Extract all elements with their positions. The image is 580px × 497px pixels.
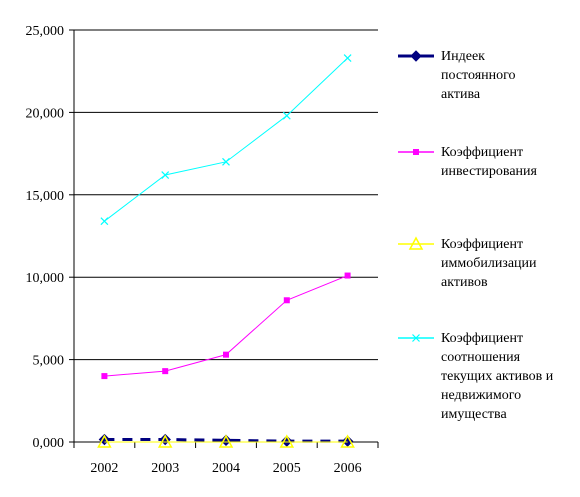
data-point (343, 54, 352, 62)
legend-label: Коэффициент (441, 145, 523, 160)
y-tick-label: 0,000 (33, 436, 65, 451)
data-point (218, 434, 234, 448)
axes: 0,000 5,000 10,000 15,000 20,000 25,000 2002 20… (26, 24, 379, 476)
y-tick-label: 10,000 (26, 271, 65, 286)
y-tick-label: 5,000 (33, 354, 65, 369)
marker-stroke (161, 171, 170, 179)
marker-stroke (343, 54, 352, 62)
legend-label: иммобилизации (441, 256, 537, 271)
marker-stroke (100, 217, 109, 226)
series-lines (97, 54, 355, 448)
legend-label: текущих активов и (441, 369, 554, 384)
legend-label: активов (441, 275, 488, 290)
legend-item-2: Коэффициент инвестирования (398, 145, 538, 179)
legend-symbol-marker (410, 50, 422, 62)
legend-symbol-marker (408, 236, 424, 250)
data-point (223, 351, 229, 358)
data-point (341, 435, 354, 447)
data-point (283, 297, 290, 304)
series-4 (100, 54, 352, 226)
legend-item-1: Индеек постоянного актива (398, 49, 516, 102)
y-tick-label: 20,000 (26, 106, 65, 121)
data-point (100, 217, 109, 226)
y-tick-label: 15,000 (26, 189, 65, 204)
legend: Индеек постоянного актива Коэффициент инвест… (398, 49, 554, 422)
legend-item-4: Коэффициент соотношения текущих активов и н… (398, 331, 554, 422)
data-point (279, 434, 295, 448)
x-tick-label: 2005 (273, 461, 301, 476)
legend-label: недвижимого (441, 388, 521, 403)
marker-stroke (282, 111, 291, 120)
data-point (344, 272, 351, 279)
data-point (162, 368, 169, 375)
data-point (97, 434, 112, 448)
data-point (282, 111, 291, 120)
data-point (161, 171, 170, 179)
legend-label: инвестирования (441, 164, 538, 179)
series-line (104, 57, 348, 222)
x-tick-label: 2003 (151, 461, 179, 476)
legend-label: соотношения (441, 350, 521, 365)
x-tick-label: 2004 (212, 461, 240, 476)
grid-lines (74, 29, 378, 361)
marker-stroke (222, 157, 230, 166)
x-tick-label: 2006 (334, 461, 362, 476)
series-1 (98, 433, 354, 447)
y-tick-label: 25,000 (26, 24, 65, 39)
legend-label: имущества (441, 407, 507, 422)
data-point (220, 434, 232, 447)
legend-label: постоянного (441, 68, 516, 83)
series-2 (101, 272, 351, 380)
x-tick-label: 2002 (90, 461, 118, 476)
data-point (101, 373, 108, 380)
data-point (222, 157, 230, 166)
legend-label: актива (441, 87, 481, 102)
series-line (104, 275, 348, 377)
data-point (340, 434, 355, 448)
legend-symbol-marker (412, 334, 420, 342)
data-point (281, 435, 293, 447)
series-line (104, 438, 348, 443)
data-point (157, 434, 173, 448)
legend-item-3: Коэффициент иммобилизации активов (398, 236, 537, 290)
marker-stroke (412, 334, 420, 342)
series-3 (97, 434, 355, 448)
legend-label: Коэффициент (441, 331, 523, 346)
legend-label: Коэффициент (441, 237, 523, 252)
legend-label: Индеек (441, 49, 485, 64)
legend-symbol-marker (413, 149, 419, 155)
